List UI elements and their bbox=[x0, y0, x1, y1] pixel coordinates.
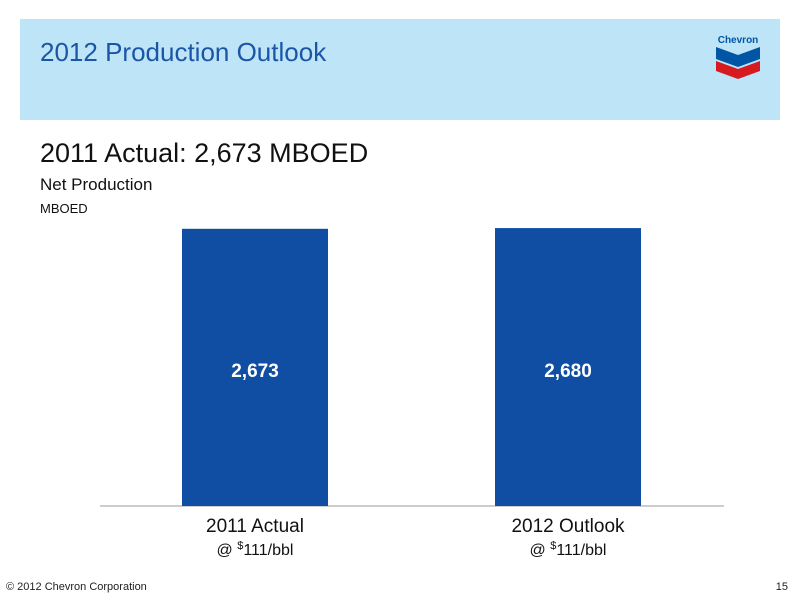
slide-title: 2012 Production Outlook bbox=[40, 37, 327, 67]
footer-copyright: © 2012 Chevron Corporation bbox=[6, 581, 147, 593]
slide-subtitle: 2011 Actual: 2,673 MBOED bbox=[40, 138, 369, 168]
logo-chevron-red bbox=[716, 61, 760, 79]
bar-0 bbox=[182, 228, 328, 507]
logo-text: Chevron bbox=[718, 35, 759, 46]
header-band bbox=[20, 19, 780, 120]
category-sublabel-1: @ $111/bbl bbox=[530, 540, 607, 559]
category-sublabel-0: @ $111/bbl bbox=[217, 540, 294, 559]
bar-value-label-0: 2,673 bbox=[231, 361, 279, 382]
bar-value-label-1: 2,680 bbox=[544, 361, 592, 382]
logo-chevron-blue bbox=[716, 47, 760, 67]
category-label-1: 2012 Outlook bbox=[511, 516, 625, 537]
chart-unit-label: MBOED bbox=[40, 201, 88, 216]
category-label-0: 2011 Actual bbox=[206, 516, 304, 537]
bar-1 bbox=[495, 228, 641, 506]
page-number: 15 bbox=[775, 581, 788, 593]
chart-title: Net Production bbox=[40, 175, 153, 194]
chevron-logo: Chevron bbox=[716, 35, 760, 79]
